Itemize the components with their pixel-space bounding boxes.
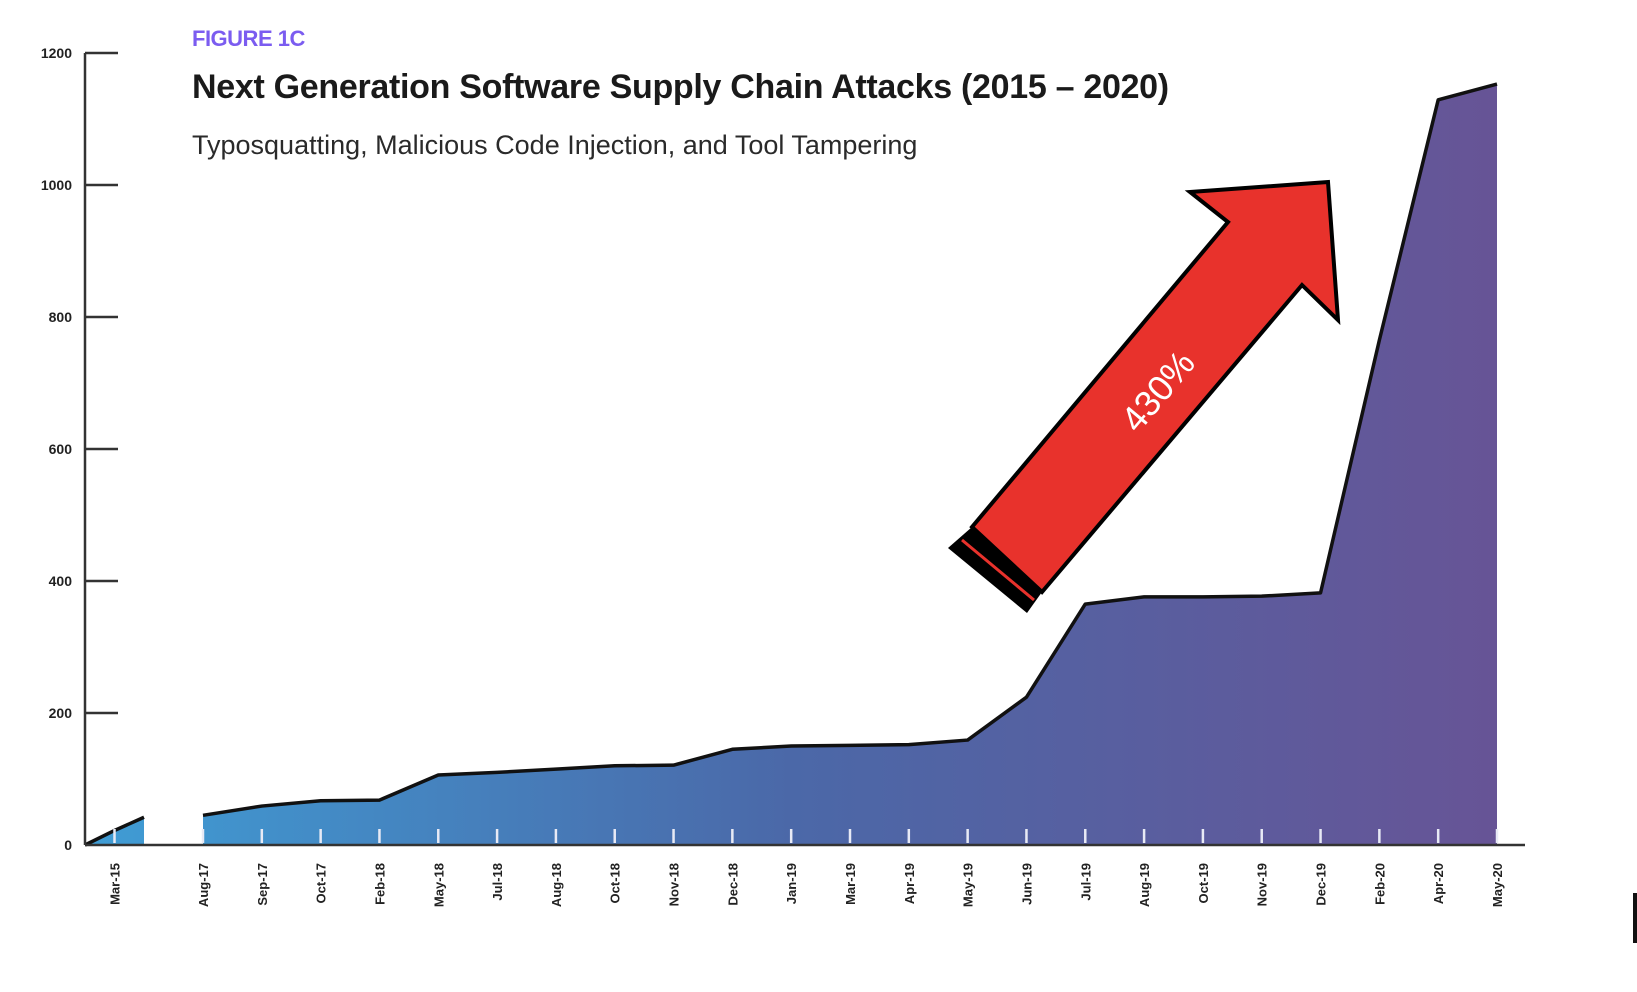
x-tick-label: Jun-19 bbox=[1019, 863, 1034, 905]
x-tick-label: Nov-18 bbox=[667, 863, 682, 906]
area-segment bbox=[203, 84, 1497, 845]
x-tick-label: Feb-18 bbox=[372, 863, 387, 905]
x-tick-label: Apr-19 bbox=[902, 863, 917, 904]
x-tick-label: Jul-18 bbox=[490, 863, 505, 901]
x-tick-label: Oct-19 bbox=[1196, 863, 1211, 903]
x-tick-label: Oct-17 bbox=[314, 863, 329, 903]
y-tick-label: 0 bbox=[64, 837, 72, 853]
y-tick-label: 800 bbox=[49, 309, 73, 325]
x-tick-label: Dec-18 bbox=[725, 863, 740, 906]
figure-label: FIGURE 1C bbox=[192, 26, 305, 51]
x-tick-label: Aug-19 bbox=[1137, 863, 1152, 907]
x-tick-label: Apr-20 bbox=[1431, 863, 1446, 904]
x-tick-label: May-18 bbox=[431, 863, 446, 907]
y-tick-label: 600 bbox=[49, 441, 73, 457]
x-tick-label: Dec-19 bbox=[1314, 863, 1329, 906]
x-tick-label: Nov-19 bbox=[1255, 863, 1270, 906]
x-tick-label: Mar-15 bbox=[108, 863, 123, 905]
x-tick-label: Mar-19 bbox=[843, 863, 858, 905]
chart-subtitle: Typosquatting, Malicious Code Injection,… bbox=[192, 130, 918, 160]
x-tick-label: May-20 bbox=[1490, 863, 1505, 907]
window-edge bbox=[1633, 893, 1637, 943]
x-tick-label: Feb-20 bbox=[1372, 863, 1387, 905]
x-tick-label: May-19 bbox=[961, 863, 976, 907]
chart-title: Next Generation Software Supply Chain At… bbox=[192, 68, 1169, 106]
x-tick-label: Aug-17 bbox=[196, 863, 211, 907]
y-tick-label: 1200 bbox=[41, 45, 72, 61]
x-tick-label: Oct-18 bbox=[608, 863, 623, 903]
y-tick-label: 400 bbox=[49, 573, 73, 589]
x-tick-label: Aug-18 bbox=[549, 863, 564, 907]
growth-arrow: 430% bbox=[948, 179, 1341, 613]
x-tick-label: Sep-17 bbox=[255, 863, 270, 906]
y-tick-label: 1000 bbox=[41, 177, 72, 193]
x-tick-label: Jul-19 bbox=[1078, 863, 1093, 901]
x-tick-label: Jan-19 bbox=[784, 863, 799, 904]
y-tick-label: 200 bbox=[49, 705, 73, 721]
series-line bbox=[202, 82, 1498, 818]
